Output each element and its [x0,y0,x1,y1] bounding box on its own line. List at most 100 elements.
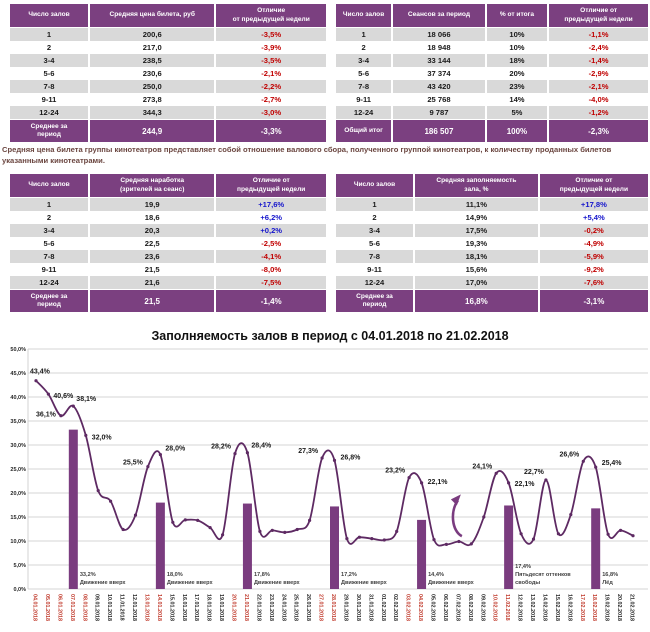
x-tick-label: 17.01.2018 [193,594,199,621]
x-tick-label: 26.01.2018 [305,594,311,621]
value-cell: 3-4 [336,224,415,238]
movie-name-label: Движение вверх [428,580,475,586]
x-tick-label: 18.02.2018 [591,594,597,621]
table-total-row: Среднее за период 16,8% -3,1% [336,289,648,313]
table-row: 5-6 37 374 20% -2,9% [336,67,648,81]
column-header: Средняя наработка (зрителей на сеанс) [87,174,217,199]
value-cell: 1 [336,27,394,42]
data-point-marker [420,481,424,485]
value-cell: 21,5 [87,263,217,277]
value-cell: 10% [484,27,550,42]
x-tick-label: 25.01.2018 [293,594,299,621]
week-diff-cell: -2,2% [214,80,326,94]
point-value-label: 25,5% [123,460,144,467]
value-cell: 230,6 [87,67,217,81]
table-header-row: Число залов Средняя цена билета, руб Отлич… [10,4,326,29]
weekly-leader-bar [330,506,339,589]
data-point-marker [171,520,175,524]
column-header: Отличие от предыдущей недели [214,174,326,199]
data-point-marker [59,414,63,418]
point-value-label: 28,0% [165,446,186,453]
table-header-row: Число залов Сеансов за период% от итога От… [336,4,648,29]
x-tick-label: 09.02.2018 [479,594,485,621]
table-row: 2 18,6 +6,2% [10,211,326,225]
table-row: 2 18 948 10% -2,4% [336,41,648,55]
data-point-marker [631,534,635,538]
week-diff-cell: -0,2% [537,224,648,238]
avg-occupancy-table: Число залов Средняя заполняемость зала, %… [336,174,648,313]
up-arrow-head-icon [450,494,461,506]
value-cell: 7-8 [336,80,394,94]
table-total-row: Общий итог 186 507 100% -2,3% [336,119,648,143]
data-point-marker [357,535,361,539]
point-value-label: 22,7% [524,469,545,476]
week-diff-cell: +17,6% [214,197,326,212]
data-point-marker [295,527,299,532]
value-cell: 3-4 [336,54,394,68]
x-tick-label: 12.02.2018 [517,594,523,621]
data-point-marker [370,537,374,541]
data-point-marker [96,489,100,493]
x-tick-label: 30.01.2018 [355,594,361,621]
x-tick-label: 10.01.2018 [106,594,112,621]
data-point-marker [457,539,461,544]
table-row: 1 18 066 10% -1,1% [336,27,648,42]
value-cell: 14,9% [413,211,540,225]
data-point-marker [221,533,225,537]
movie-name-label: свободы [515,579,540,586]
value-cell: 18,6 [87,211,217,225]
up-arrow-icon [451,499,463,538]
total-value-cell: -1,4% [214,289,326,313]
total-value-cell: -2,3% [547,119,648,143]
value-cell: 33 144 [391,54,487,68]
week-diff-cell: -4,0% [547,93,648,107]
table-row: 12-24 17,0% -7,6% [336,276,648,290]
week-diff-cell: -2,1% [547,80,648,94]
total-row-label: Среднее за период [336,289,415,313]
data-point-marker [432,538,436,542]
column-header: Отличие от предыдущей недели [537,174,648,199]
week-diff-cell: -1,4% [547,54,648,68]
point-value-label: 40,6% [53,393,74,400]
occupancy-chart: 0,0% 5,0% 10,0% 15,0% 20,0% 25,0% 30,0% 35,0% 40… [10,329,648,621]
value-cell: 19,9 [87,197,217,212]
weekly-leader-bar [591,508,601,589]
total-value-cell: -3,1% [537,289,648,313]
methodology-note: Средняя цена билета группы кинотеатров п… [2,145,612,165]
value-cell: 19,3% [413,237,540,251]
x-tick-label: 10.02.2018 [492,594,498,621]
x-tick-label: 24.01.2018 [280,594,286,621]
x-tick-label: 14.01.2018 [156,594,162,621]
data-point-marker [519,532,523,536]
week-diff-cell: +6,2% [214,211,326,225]
column-header: Средняя цена билета, руб [87,4,217,29]
value-cell: 9-11 [10,263,90,277]
x-tick-label: 27.01.2018 [318,594,324,621]
table-row: 3-4 17,5% -0,2% [336,224,648,238]
value-cell: 2 [336,41,394,55]
weekly-leader-bar [242,503,252,589]
value-cell: 7-8 [10,80,90,94]
movie-name-label: Пятьдесят оттенков [515,572,571,578]
point-value-label: 24,1% [472,463,493,470]
data-point-marker [556,532,561,536]
x-tick-label: 18.01.2018 [206,594,212,621]
value-cell: 9-11 [336,93,394,107]
data-point-marker [233,452,237,456]
total-value-cell: 186 507 [391,119,487,143]
data-point-marker [544,478,548,482]
table-header-row: Число залов Средняя заполняемость зала, %… [336,174,648,199]
data-point-marker [494,471,498,475]
table-row: 1 19,9 +17,6% [10,197,326,212]
week-diff-cell: -4,1% [214,250,326,264]
x-tick-label: 01.02.2018 [380,594,386,621]
point-value-label: 22,1% [515,481,536,488]
data-point-marker [531,537,536,541]
value-cell: 21,6 [87,276,217,290]
table-row: 1 11,1% +17,8% [336,197,648,212]
week-diff-cell: -2,1% [214,67,326,81]
bar-value-label: 18,0% [167,572,183,578]
value-cell: 12-24 [336,106,394,120]
x-tick-label: 19.02.2018 [604,594,610,621]
value-cell: 22,5 [87,237,217,251]
